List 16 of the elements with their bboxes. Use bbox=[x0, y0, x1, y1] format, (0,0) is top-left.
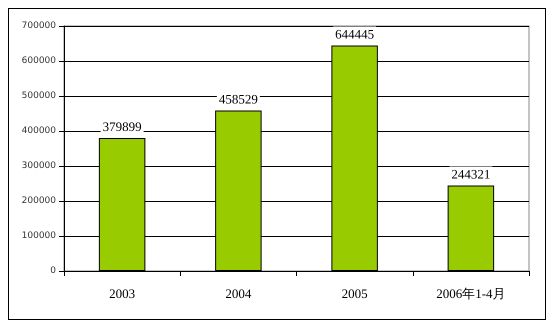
data-label: 379899 bbox=[102, 119, 142, 134]
y-tick-label: 200000 bbox=[22, 196, 56, 206]
y-tick-label: 700000 bbox=[22, 21, 56, 31]
data-label: 244321 bbox=[451, 166, 490, 182]
y-tick-label: 0 bbox=[50, 266, 56, 276]
x-tick-label: 2006年1-4月 bbox=[436, 286, 506, 301]
y-tick-label: 300000 bbox=[22, 161, 56, 171]
x-tick-label: 2005 bbox=[342, 286, 368, 301]
x-tick-label: 2004 bbox=[225, 286, 252, 301]
y-tick-label: 100000 bbox=[22, 231, 56, 241]
data-label: 644445 bbox=[335, 26, 374, 42]
y-tick-label: 400000 bbox=[22, 126, 56, 136]
x-tick-label: 2003 bbox=[109, 286, 136, 301]
y-tick-label: 600000 bbox=[22, 56, 56, 66]
y-tick-label: 500000 bbox=[22, 91, 56, 101]
data-label: 458529 bbox=[218, 92, 258, 107]
